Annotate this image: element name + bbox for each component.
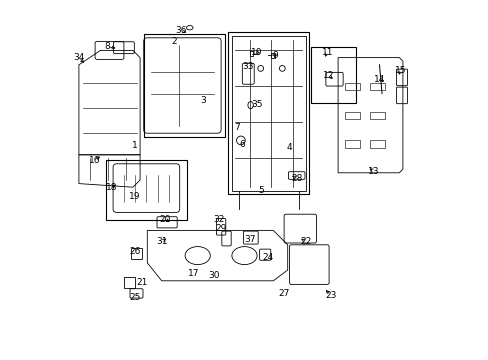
Text: 25: 25	[129, 292, 140, 302]
Text: 29: 29	[215, 224, 226, 233]
Text: 10: 10	[251, 48, 263, 57]
Text: 9: 9	[272, 51, 277, 60]
Bar	[131, 248, 142, 259]
Text: 33: 33	[242, 62, 253, 71]
Text: 20: 20	[159, 215, 171, 224]
Text: 13: 13	[367, 166, 379, 176]
Bar	[231, 36, 305, 191]
Bar	[345, 140, 359, 148]
Text: 24: 24	[262, 253, 273, 262]
Text: 2: 2	[171, 37, 177, 46]
Bar	[370, 140, 384, 148]
Bar	[228, 32, 309, 194]
Bar	[345, 83, 359, 90]
Text: 3: 3	[200, 96, 205, 105]
Text: 32: 32	[213, 215, 224, 224]
Text: 30: 30	[208, 271, 219, 280]
Text: 37: 37	[244, 235, 255, 244]
Text: 34: 34	[73, 53, 84, 62]
Text: 23: 23	[325, 291, 336, 300]
Text: 26: 26	[129, 248, 140, 256]
Bar	[370, 112, 384, 119]
Text: 11: 11	[321, 48, 332, 57]
Text: 27: 27	[278, 289, 289, 298]
Text: 18: 18	[105, 183, 117, 192]
Bar	[249, 51, 253, 56]
Text: 22: 22	[300, 237, 311, 246]
Text: 14: 14	[373, 75, 385, 84]
Text: 31: 31	[156, 237, 167, 246]
Text: 5: 5	[257, 186, 263, 195]
Text: 8: 8	[104, 42, 110, 51]
Text: 21: 21	[136, 278, 147, 287]
Text: 28: 28	[290, 174, 302, 183]
Text: 35: 35	[251, 100, 263, 109]
Bar	[310, 47, 355, 103]
Text: 6: 6	[239, 140, 245, 149]
Text: 16: 16	[89, 156, 101, 165]
Text: 7: 7	[234, 123, 240, 132]
Bar	[143, 34, 224, 137]
Bar	[106, 160, 186, 220]
Text: 19: 19	[129, 192, 140, 201]
Bar	[370, 83, 384, 90]
Text: 36: 36	[175, 26, 187, 35]
Bar	[123, 277, 134, 288]
Text: 1: 1	[132, 141, 137, 150]
Text: 15: 15	[394, 66, 406, 75]
Text: 4: 4	[286, 143, 292, 152]
Text: 17: 17	[188, 269, 200, 278]
Text: 12: 12	[323, 71, 334, 80]
Bar	[345, 112, 359, 119]
Bar	[271, 53, 275, 58]
